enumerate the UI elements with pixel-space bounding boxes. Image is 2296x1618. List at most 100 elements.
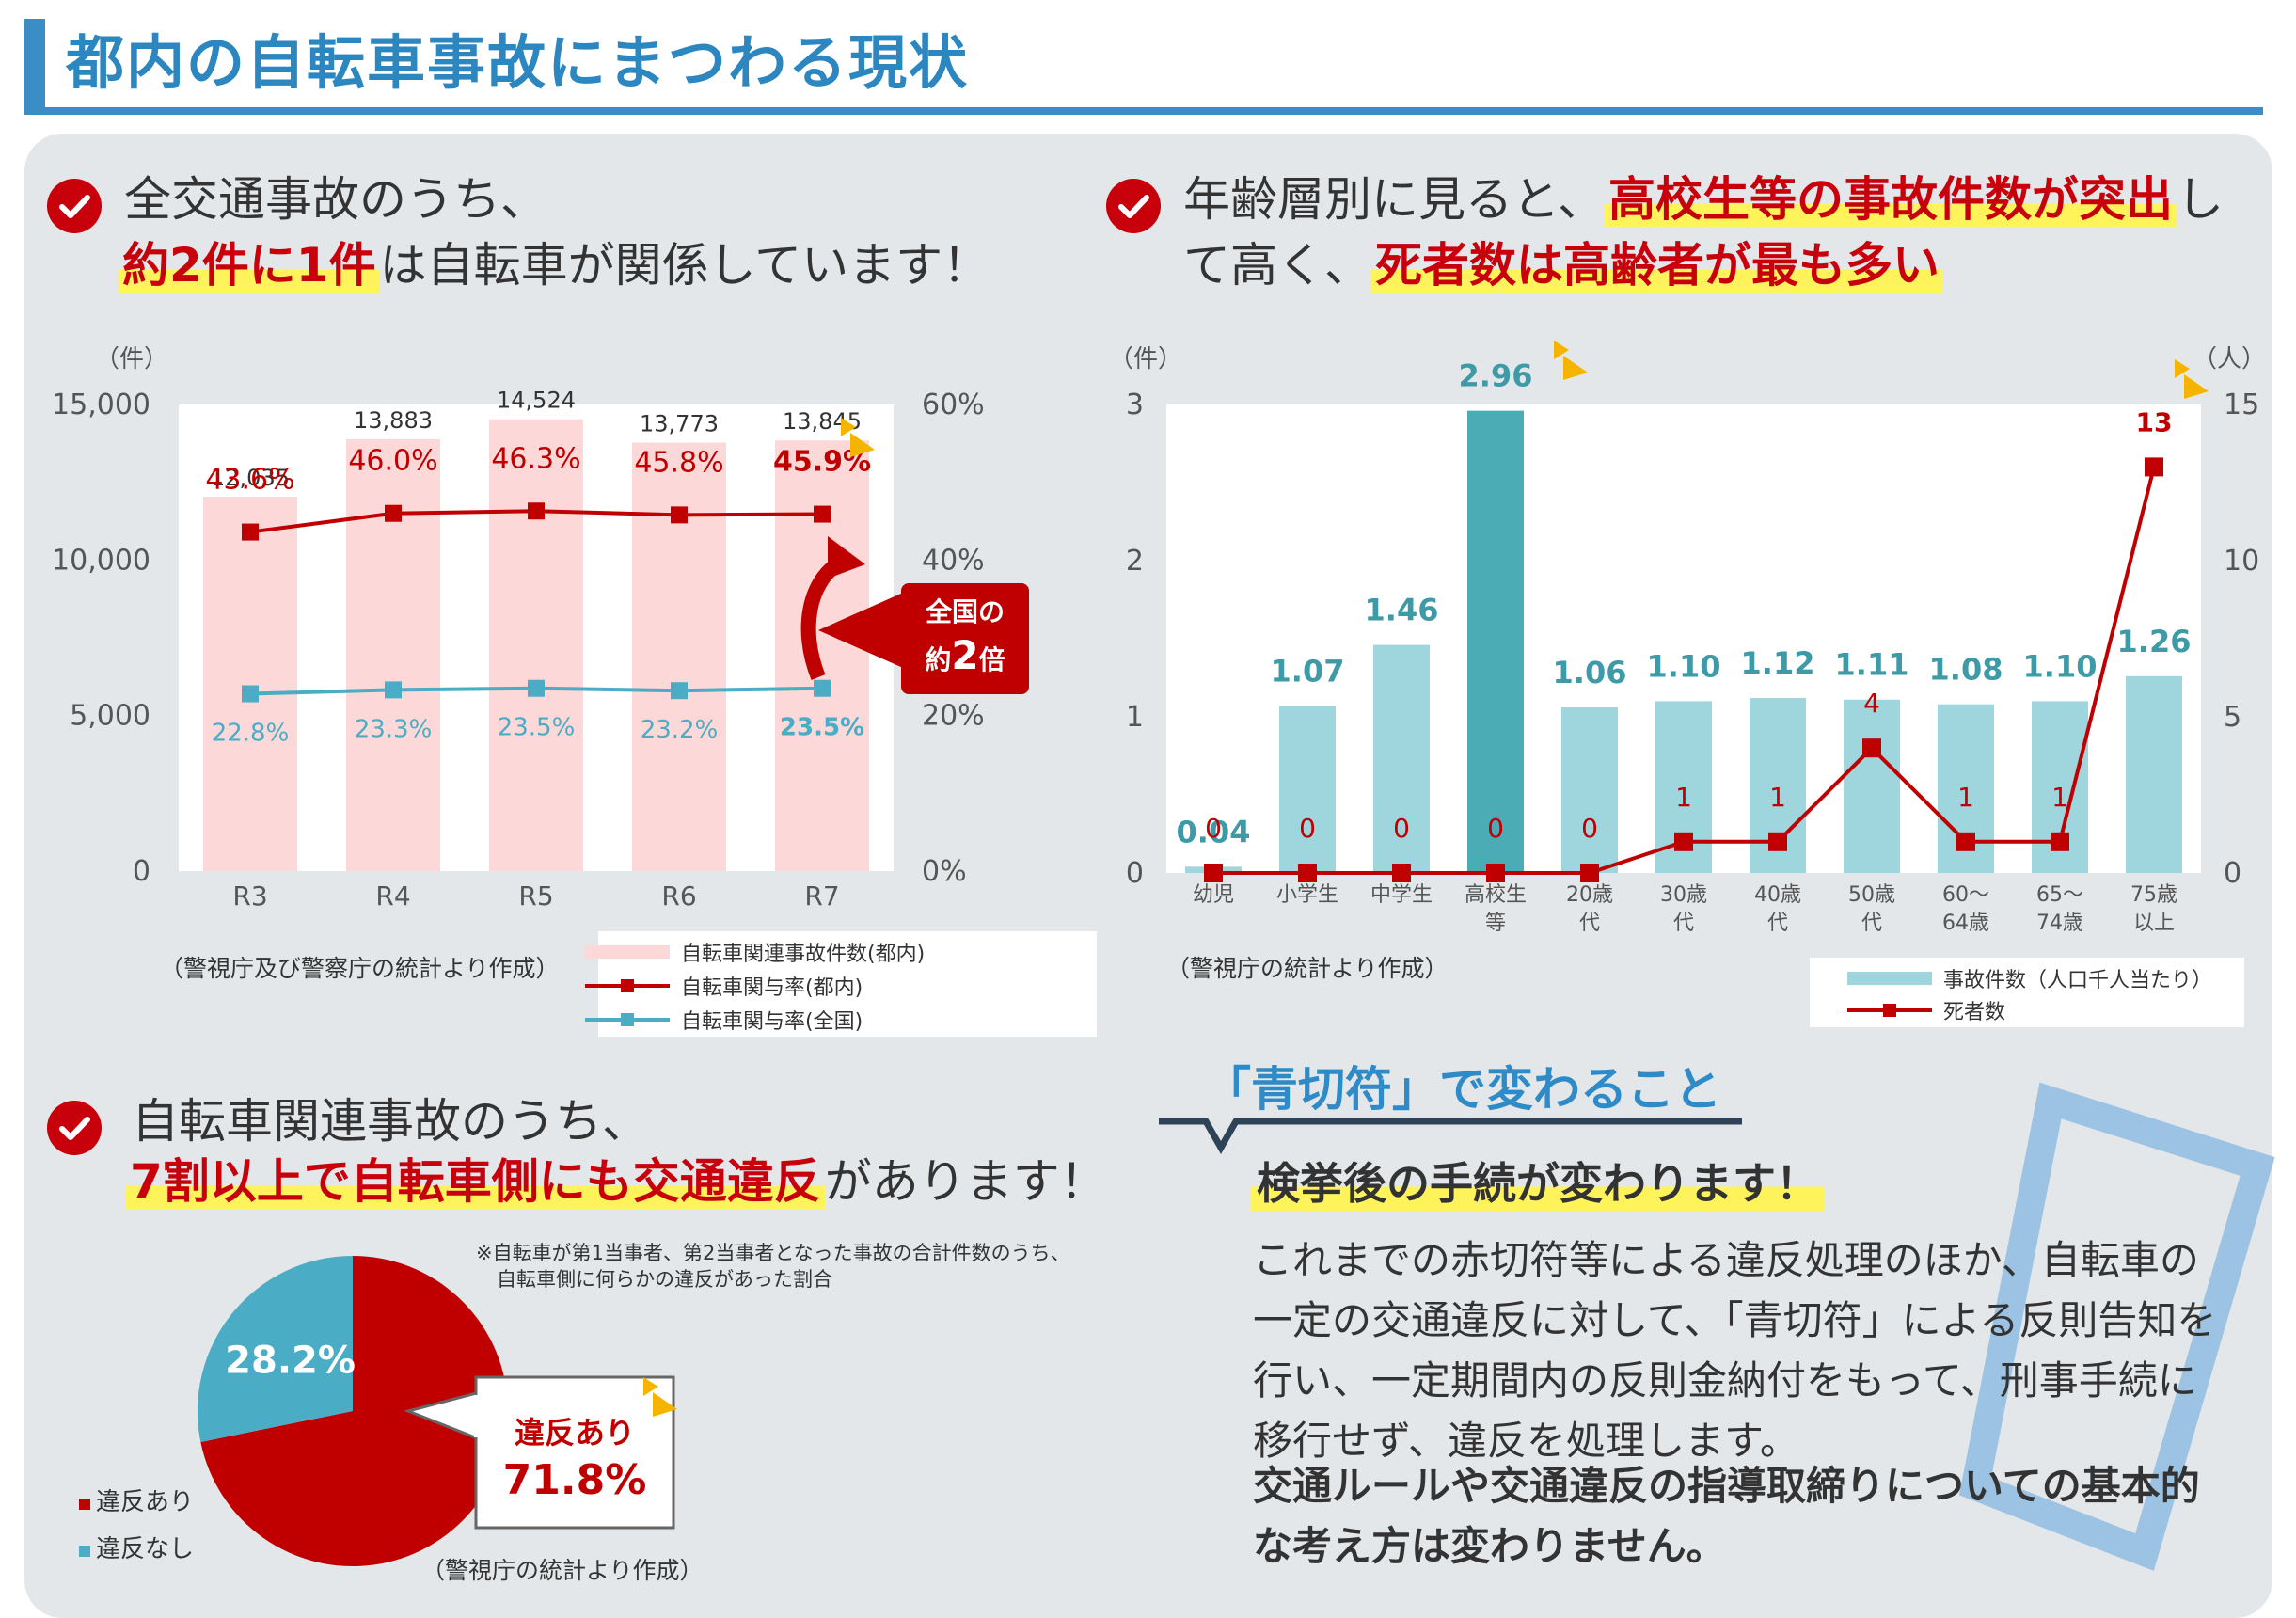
chart1-y-tick-right: 0%	[922, 855, 967, 888]
chart1-y-tick-right: 60%	[922, 389, 985, 421]
chart1-point-label: 23.3%	[355, 715, 433, 743]
pie-note-line2: 自転車側に何らかの違反があった割合	[497, 1268, 832, 1291]
legend-label: 自転車関与率(全国)	[681, 1010, 863, 1034]
aokippu-subtitle: 検挙後の手続が変わります！	[1251, 1150, 1825, 1212]
section2-mid: し	[2177, 172, 2224, 227]
title-accent-bar	[24, 19, 45, 109]
chart2-point-label: 13	[2136, 406, 2173, 437]
pie-callout-text: 違反あり 71.8%	[476, 1409, 673, 1504]
chart1-y-tick-left: 10,000	[52, 544, 150, 577]
chart2-point	[1204, 864, 1223, 882]
chart2-bar-label: 1.12	[1741, 645, 1815, 681]
chart1-point-label: 23.5%	[498, 714, 576, 742]
callout-pre: 約	[925, 644, 952, 675]
chart1-x-tick: R6	[661, 880, 696, 912]
chart2-y-tick-right: 0	[2224, 857, 2241, 890]
check-icon	[47, 1101, 102, 1155]
chart2-point-label: 0	[1299, 813, 1316, 844]
chart2-bar-label: 1.06	[1553, 655, 1627, 690]
legend-label: 自転車関与率(都内)	[681, 976, 863, 1000]
pie-slice-label: 28.2%	[225, 1340, 356, 1383]
legend-label: 違反あり	[96, 1488, 195, 1516]
chart1-y-tick-right: 40%	[922, 544, 985, 577]
chart1-x-tick: R4	[375, 880, 410, 912]
chart1-point-label: 43.6%	[205, 464, 294, 497]
chart2-point-label: 0	[1581, 813, 1598, 844]
chart2-point	[1674, 832, 1693, 851]
chart2-bar-label: 1.10	[2023, 648, 2098, 684]
section2-highlight2: 死者数は高齢者が最も多い	[1371, 238, 1943, 293]
section3-heading-line1: 自転車関連事故のうち、	[132, 1094, 649, 1149]
check-icon	[1106, 179, 1161, 233]
chart2-y-tick-right: 10	[2224, 545, 2259, 578]
chart2-x-tick: 30歳	[1660, 883, 1707, 907]
chart1-bar-label: 13,883	[354, 407, 433, 434]
chart1-bar-label: 12,035	[211, 465, 290, 491]
chart2-y-tick-right: 5	[2224, 701, 2241, 734]
aokippu-body: これまでの赤切符等による違反処理のほか、自転車の一定の交通違反に対して、「青切符…	[1253, 1237, 2217, 1464]
section3-highlight: 7割以上で自転車側にも交通違反	[126, 1154, 825, 1209]
section2-line2-pre: て高く、	[1183, 238, 1371, 293]
chart1-legend-item-bars: 自転車関連事故件数(都内)	[585, 937, 926, 967]
chart1-y-unit: （件）	[95, 345, 168, 373]
pie-note: ※自転車が第1当事者、第2当事者となった事故の合計件数のうち、 自転車側に何らか…	[476, 1240, 1070, 1293]
chart2-x-tick: 小学生	[1276, 883, 1338, 907]
chart2-x-tick: 代	[1673, 912, 1694, 935]
chart1-x-tick: R3	[232, 880, 267, 912]
chart2-point	[1486, 864, 1505, 882]
chart2-point-label: 1	[1769, 782, 1786, 813]
chart2-point	[2145, 457, 2163, 477]
chart1-bar	[489, 419, 583, 871]
chart2-point-label: 0	[1487, 813, 1504, 844]
chart2-legend-item-deaths: 死者数	[1847, 995, 2005, 1025]
chart2-bar-label: 0.04	[1177, 814, 1251, 849]
chart1-x-tick: R5	[518, 880, 553, 912]
legend-swatch-bars	[1847, 972, 1932, 985]
chart1-bar-label: 14,524	[497, 388, 576, 414]
pie-slice	[200, 1256, 508, 1566]
chart1-point	[242, 685, 259, 703]
chart-accidents-rate: 12,035R313,883R414,524R513,773R613,845R7…	[52, 345, 985, 912]
chart1-x-tick: R7	[804, 880, 839, 912]
corner-mark-icon	[841, 418, 875, 457]
pie-legend: 違反あり 違反なし	[79, 1479, 194, 1573]
callout-num: 2	[951, 632, 979, 678]
legend-label: 事故件数（人口千人当たり）	[1943, 969, 2213, 992]
chart2-x-tick: 60～	[1942, 883, 1989, 907]
chart2-bar-label: 2.96	[1459, 358, 1533, 394]
chart2-x-tick: 中学生	[1370, 883, 1433, 907]
chart1-point	[528, 679, 545, 697]
chart2-bar	[1561, 707, 1618, 873]
legend-swatch-national	[585, 1013, 670, 1026]
chart1-point-label: 46.3%	[491, 442, 580, 475]
section2-prefix: 年齢層別に見ると、	[1183, 172, 1605, 227]
chart2-point-label: 4	[1863, 688, 1880, 719]
chart2-bar	[1279, 706, 1336, 873]
chart2-point	[1392, 864, 1411, 882]
chart2-x-tick: 65～	[2036, 883, 2083, 907]
chart1-point-label: 46.0%	[348, 445, 437, 478]
legend-label: 自転車関連事故件数(都内)	[681, 943, 926, 966]
chart2-point-label: 0	[1393, 813, 1410, 844]
chart2-x-tick: 幼児	[1193, 883, 1234, 907]
chart2-y-tick-right: 15	[2224, 389, 2259, 421]
callout-post: 倍	[978, 644, 1005, 675]
check-icon	[47, 179, 102, 233]
legend-label: 死者数	[1943, 1001, 2006, 1024]
chart1-y-tick-right: 20%	[922, 700, 985, 733]
callout-national-2x: 全国の 約2倍	[901, 591, 1029, 682]
chart2-y-unit-right: （人）	[2193, 345, 2266, 373]
pie-note-line1: ※自転車が第1当事者、第2当事者となった事故の合計件数のうち、	[476, 1242, 1070, 1264]
chart2-point	[1768, 832, 1787, 851]
pie-source: （警視庁の統計より作成）	[421, 1557, 704, 1584]
chart2-point-label: 0	[1205, 813, 1222, 844]
corner-mark-icon	[2175, 359, 2209, 399]
chart2-bar	[1467, 410, 1524, 873]
chart1-legend-item-national: 自転車関与率(全国)	[585, 1005, 863, 1035]
chart2-y-tick-left: 1	[1126, 701, 1144, 734]
chart2-x-tick: 等	[1485, 912, 1506, 935]
chart1-point	[528, 502, 545, 520]
chart2-y-unit-left: （件）	[1109, 345, 1182, 373]
chart2-point-label: 1	[1957, 782, 1974, 813]
